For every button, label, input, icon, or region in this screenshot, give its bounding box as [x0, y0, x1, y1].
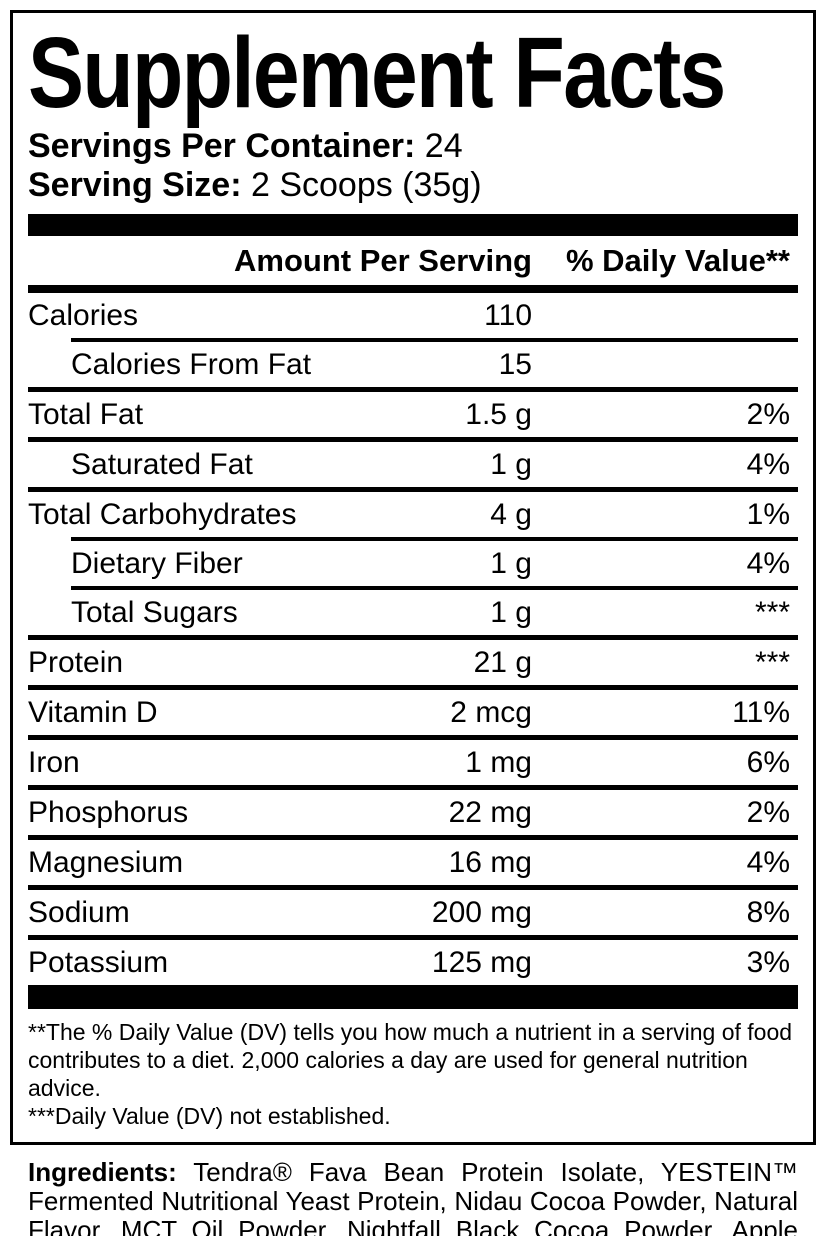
- nutrient-daily-value: ***: [754, 645, 790, 679]
- row-separator: [28, 635, 798, 640]
- nutrient-amount: 125 mg: [431, 945, 532, 979]
- nutrient-amount: 22 mg: [448, 795, 532, 829]
- nutrient-daily-value: 3%: [746, 945, 790, 979]
- nutrient-daily-value: 4%: [746, 845, 790, 879]
- nutrient-amount: 1 g: [490, 595, 532, 629]
- row-separator: [28, 685, 798, 690]
- nutrition-table-header: Amount Per Serving % Daily Value**: [28, 236, 798, 285]
- nutrient-amount: 200 mg: [431, 895, 532, 929]
- nutrient-amount: 1 g: [490, 546, 532, 580]
- supplement-facts-panel: Supplement Facts Servings Per Container:…: [10, 10, 816, 1145]
- ingredients-text: Tendra® Fava Bean Protein Isolate, YESTE…: [28, 1157, 798, 1236]
- nutrient-amount: 15: [498, 347, 532, 381]
- divider-bar-top: [28, 214, 798, 236]
- nutrient-name: Total Carbohydrates: [28, 497, 297, 531]
- nutrient-amount: 1 g: [490, 447, 532, 481]
- row-total-sugars: Total Sugars 1 g ***: [28, 590, 798, 635]
- nutrient-daily-value: 6%: [746, 745, 790, 779]
- header-rule: [28, 285, 798, 293]
- row-separator: [28, 437, 798, 442]
- serving-info: Servings Per Container: 24 Serving Size:…: [28, 127, 798, 205]
- nutrient-daily-value: 4%: [746, 546, 790, 580]
- daily-value-header: % Daily Value**: [565, 243, 790, 278]
- nutrient-amount: 2 mcg: [450, 695, 532, 729]
- nutrient-name: Protein: [28, 645, 124, 679]
- row-iron: Iron 1 mg 6%: [28, 740, 798, 785]
- nutrient-amount: 16 mg: [448, 845, 532, 879]
- nutrient-daily-value: 11%: [732, 695, 790, 729]
- nutrient-name: Saturated Fat: [71, 447, 253, 481]
- row-phosphorus: Phosphorus 22 mg 2%: [28, 790, 798, 835]
- row-calories-from-fat: Calories From Fat 15: [28, 342, 798, 387]
- nutrient-name: Calories From Fat: [71, 347, 312, 381]
- nutrition-rows: Calories 110 Calories From Fat 15 Total Fat 1…: [28, 293, 798, 985]
- nutrient-daily-value: 2%: [746, 795, 790, 829]
- row-separator: [28, 885, 798, 890]
- nutrient-amount: 21 g: [473, 645, 532, 679]
- nutrient-daily-value: 2%: [746, 397, 790, 431]
- ingredients-section: Ingredients: Tendra® Fava Bean Protein I…: [28, 1158, 798, 1236]
- row-separator: [28, 785, 798, 790]
- servings-per-container-label: Servings Per Container:: [28, 127, 416, 165]
- row-calories: Calories 110: [28, 293, 798, 338]
- row-separator: [71, 338, 798, 342]
- ingredients-label: Ingredients:: [28, 1157, 177, 1187]
- nutrient-name: Calories: [28, 298, 139, 332]
- row-magnesium: Magnesium 16 mg 4%: [28, 840, 798, 885]
- footnotes: **The % Daily Value (DV) tells you how m…: [28, 1009, 798, 1142]
- nutrient-name: Total Sugars: [71, 595, 238, 629]
- panel-title: Supplement Facts: [28, 17, 726, 129]
- nutrient-daily-value: 4%: [746, 447, 790, 481]
- nutrient-name: Potassium: [28, 945, 169, 979]
- row-separator: [28, 735, 798, 740]
- row-separator: [28, 835, 798, 840]
- nutrient-name: Phosphorus: [28, 795, 189, 829]
- row-separator: [28, 487, 798, 492]
- servings-per-container-value: 24: [415, 127, 463, 165]
- nutrient-name: Total Fat: [28, 397, 144, 431]
- row-total-carbohydrates: Total Carbohydrates 4 g 1%: [28, 492, 798, 537]
- row-saturated-fat: Saturated Fat 1 g 4%: [28, 442, 798, 487]
- nutrient-daily-value: 8%: [746, 895, 790, 929]
- row-dietary-fiber: Dietary Fiber 1 g 4%: [28, 541, 798, 586]
- nutrient-daily-value: 1%: [746, 497, 790, 531]
- row-separator: [71, 537, 798, 541]
- row-vitamin-d: Vitamin D 2 mcg 11%: [28, 690, 798, 735]
- amount-per-serving-header: Amount Per Serving: [234, 243, 532, 278]
- daily-value-note: **The % Daily Value (DV) tells you how m…: [28, 1019, 793, 1101]
- row-protein: Protein 21 g ***: [28, 640, 798, 685]
- nutrient-amount: 110: [484, 298, 532, 332]
- nutrient-name: Vitamin D: [28, 695, 158, 729]
- nutrient-name: Magnesium: [28, 845, 184, 879]
- row-separator: [28, 387, 798, 392]
- serving-size-label: Serving Size:: [28, 166, 242, 204]
- nutrient-amount: 4 g: [490, 497, 532, 531]
- divider-bar-bottom: [28, 985, 798, 1009]
- nutrient-name: Dietary Fiber: [71, 546, 243, 580]
- nutrient-amount: 1 mg: [465, 745, 532, 779]
- row-sodium: Sodium 200 mg 8%: [28, 890, 798, 935]
- serving-size-value: 2 Scoops (35g): [241, 166, 482, 204]
- row-separator: [28, 935, 798, 940]
- nutrient-name: Sodium: [28, 895, 130, 929]
- nutrient-daily-value: ***: [754, 595, 790, 629]
- not-established-note: ***Daily Value (DV) not established.: [28, 1103, 391, 1129]
- nutrient-amount: 1.5 g: [465, 397, 532, 431]
- serving-size-line: Serving Size: 2 Scoops (35g): [28, 166, 798, 205]
- row-potassium: Potassium 125 mg 3%: [28, 940, 798, 985]
- nutrient-name: Iron: [28, 745, 80, 779]
- servings-per-container-line: Servings Per Container: 24: [28, 127, 798, 166]
- row-separator: [71, 586, 798, 590]
- row-total-fat: Total Fat 1.5 g 2%: [28, 392, 798, 437]
